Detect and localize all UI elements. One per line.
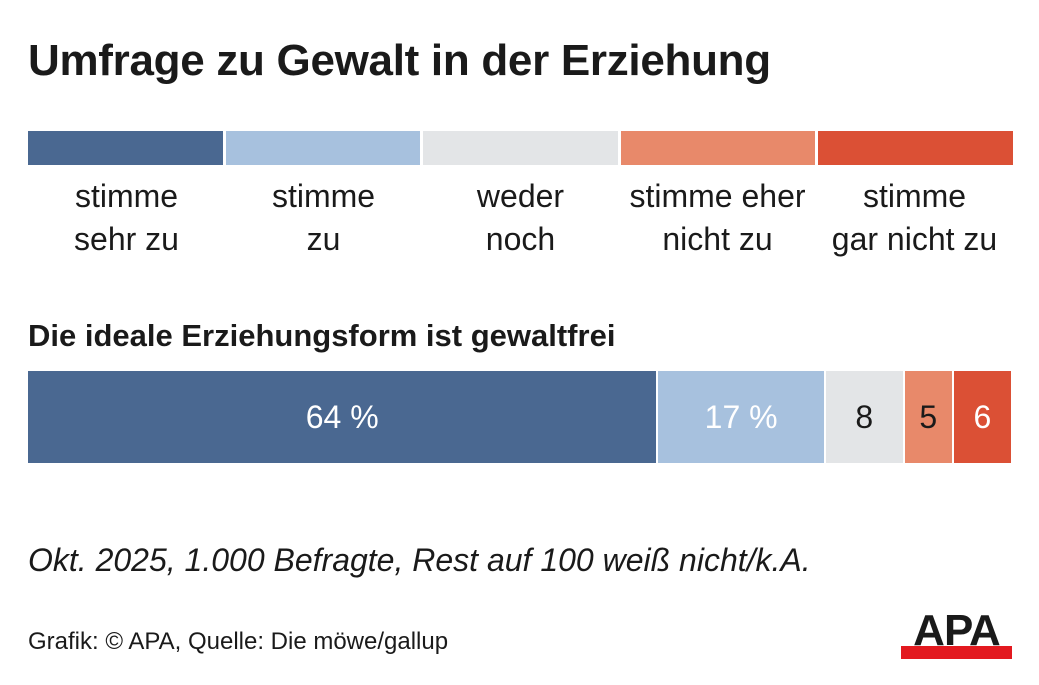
- legend-swatch: [423, 131, 618, 165]
- legend-label: weder noch: [476, 178, 565, 257]
- question-label: Die ideale Erziehungsform ist gewaltfrei: [28, 318, 616, 353]
- bar-segment: 8: [825, 371, 903, 463]
- footnote: Okt. 2025, 1.000 Befragte, Rest auf 100 …: [28, 542, 811, 578]
- legend-swatch: [225, 131, 421, 165]
- legend-swatch: [28, 131, 223, 165]
- legend-label: stimme zu: [271, 178, 376, 257]
- legend-swatch: [818, 131, 1013, 165]
- legend-label: stimme gar nicht zu: [831, 178, 998, 257]
- bar-segment: 5: [904, 371, 952, 463]
- legend-label: stimme sehr zu: [74, 178, 179, 257]
- source-credit: Grafik: © APA, Quelle: Die möwe/gallup: [28, 628, 449, 655]
- chart-title: Umfrage zu Gewalt in der Erziehung: [28, 36, 771, 85]
- logo-red-bar: [901, 646, 1012, 659]
- bar-segment: 6: [953, 371, 1011, 463]
- legend-swatch: [620, 131, 816, 165]
- data-label: 64 %: [305, 398, 379, 435]
- stacked-bar: 64 % 17 % 8 5 6: [28, 371, 1013, 463]
- data-label: 6: [973, 398, 992, 435]
- legend: stimme sehr zu stimme zu weder noch stimme …: [28, 131, 1013, 261]
- legend-label: stimme eher nicht zu: [629, 178, 806, 257]
- apa-logo-icon: APA: [901, 606, 1012, 659]
- data-label: 5: [919, 398, 938, 435]
- legend-swatches: [28, 131, 1013, 165]
- legend-labels: stimme sehr zu stimme zu weder noch stimme …: [28, 175, 1013, 261]
- bar-segment: 64 %: [28, 371, 657, 463]
- bar-segment: 17 %: [658, 371, 824, 463]
- data-label: 17 %: [704, 398, 778, 435]
- data-label: 8: [855, 398, 874, 435]
